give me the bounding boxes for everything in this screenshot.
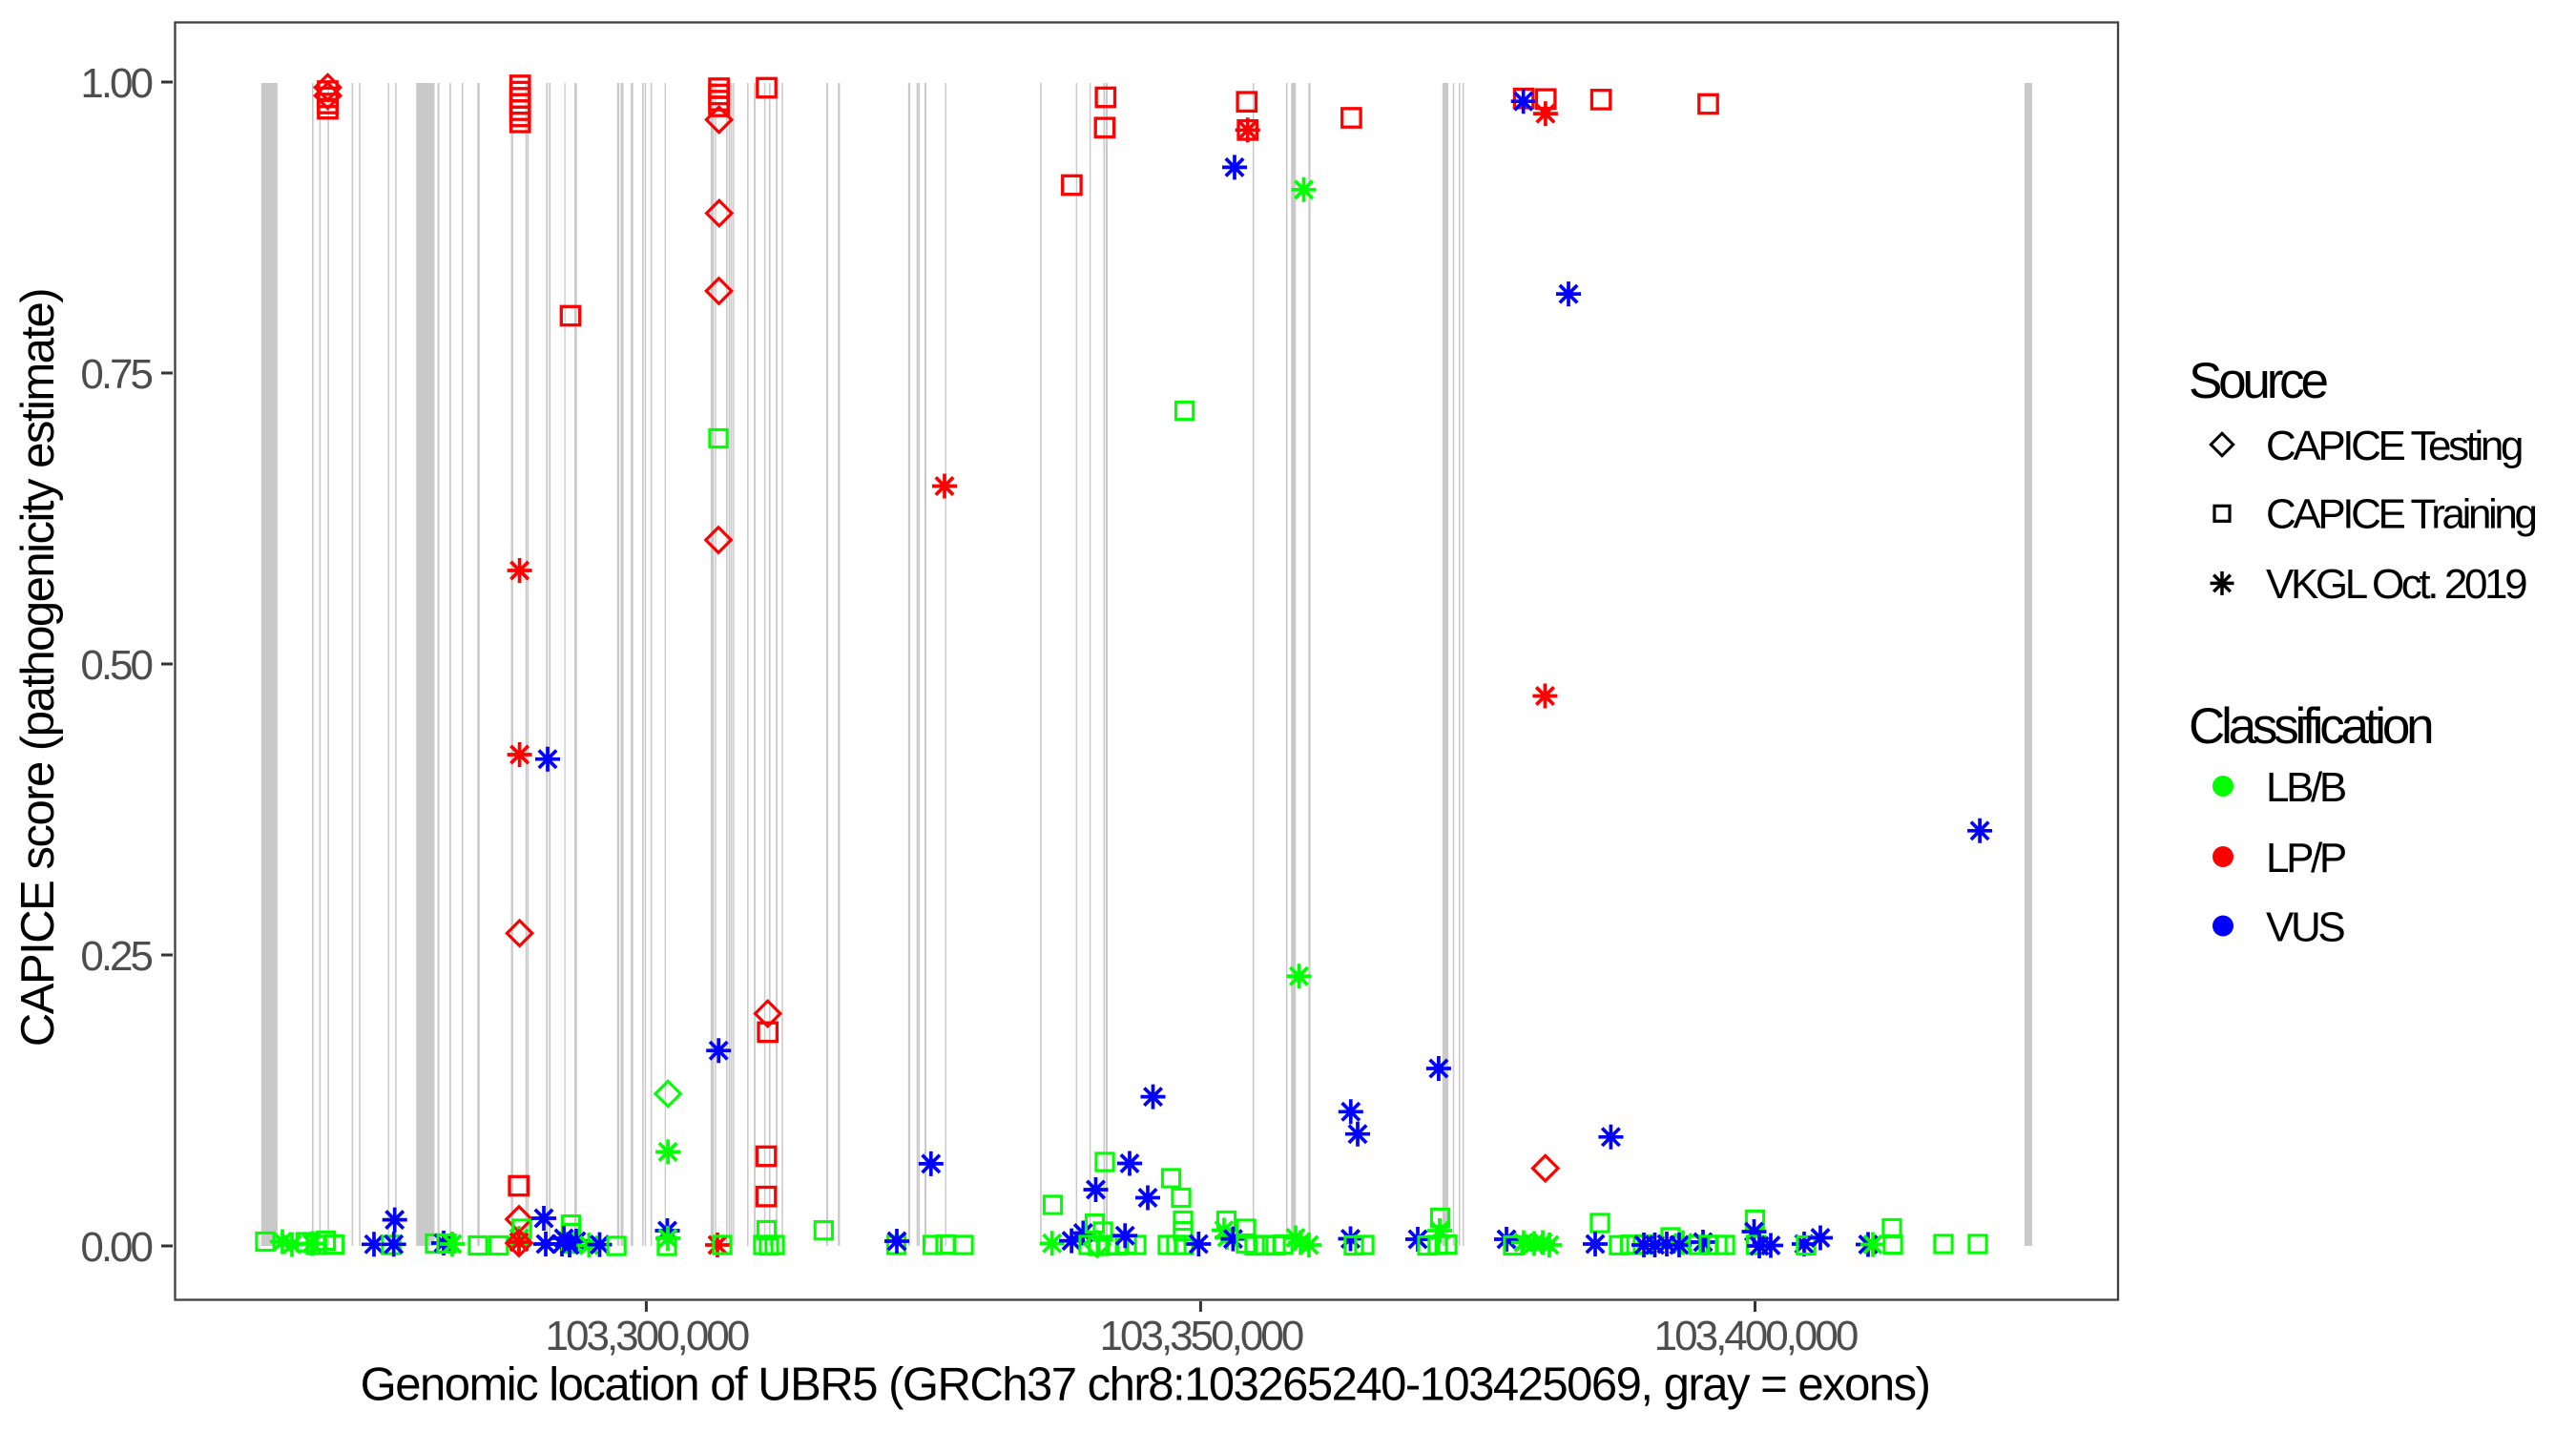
svg-text:Genomic location of UBR5 (GRCh: Genomic location of UBR5 (GRCh37 chr8:10… xyxy=(361,1359,1930,1411)
svg-text:103,400,000: 103,400,000 xyxy=(1654,1313,1858,1359)
svg-text:CAPICE Training: CAPICE Training xyxy=(2266,490,2536,537)
svg-text:CAPICE score (pathogenicity es: CAPICE score (pathogenicity estimate) xyxy=(12,289,64,1047)
svg-text:Classification: Classification xyxy=(2189,698,2432,755)
svg-text:103,350,000: 103,350,000 xyxy=(1100,1313,1303,1359)
svg-text:0.50: 0.50 xyxy=(80,642,152,689)
svg-text:LB/B: LB/B xyxy=(2266,764,2346,811)
svg-text:VUS: VUS xyxy=(2266,903,2344,950)
svg-text:VKGL Oct. 2019: VKGL Oct. 2019 xyxy=(2266,561,2526,608)
svg-text:CAPICE Testing: CAPICE Testing xyxy=(2266,423,2522,469)
svg-text:0.00: 0.00 xyxy=(80,1224,152,1271)
svg-text:0.75: 0.75 xyxy=(80,351,152,398)
svg-text:Source: Source xyxy=(2189,353,2327,409)
svg-text:0.25: 0.25 xyxy=(80,933,152,980)
svg-text:103,300,000: 103,300,000 xyxy=(546,1313,749,1359)
svg-text:LP/P: LP/P xyxy=(2266,835,2346,881)
svg-text:1.00: 1.00 xyxy=(80,60,152,107)
